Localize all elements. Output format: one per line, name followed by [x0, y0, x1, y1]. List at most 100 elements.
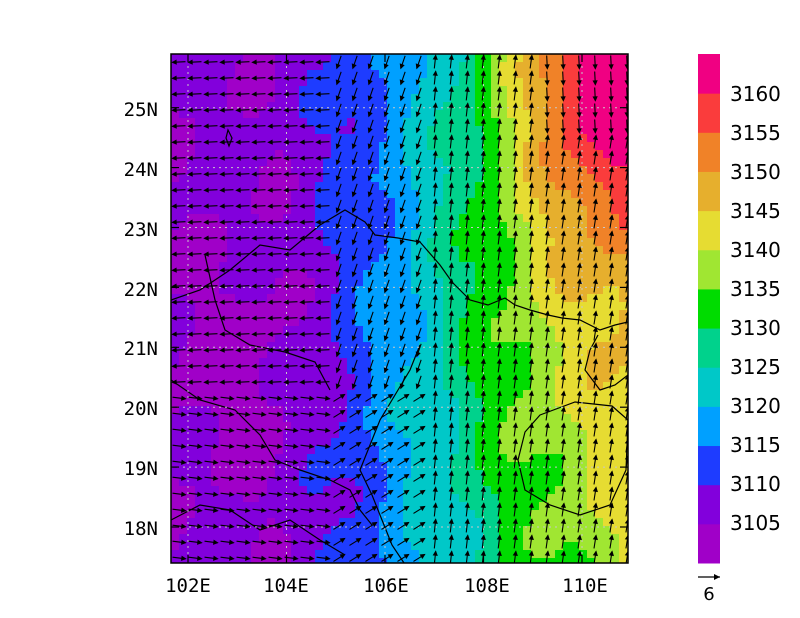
contour-cell: [339, 206, 348, 215]
contour-cell: [475, 342, 484, 351]
wind-vector-head: [448, 214, 454, 220]
contour-cell: [595, 230, 604, 239]
wind-vector-head: [544, 96, 550, 102]
contour-cell: [371, 310, 380, 319]
contour-cell: [267, 206, 276, 215]
contour-cell: [203, 158, 212, 167]
contour-cell: [387, 382, 396, 391]
contour-cell: [475, 102, 484, 111]
contour-cell: [419, 238, 428, 247]
contour-cell: [531, 270, 540, 279]
contour-cell: [355, 54, 364, 63]
wind-vector-head: [187, 107, 193, 113]
wind-vector-head: [560, 134, 566, 141]
contour-cell: [459, 494, 468, 503]
contour-cell: [499, 110, 508, 119]
contour-cell: [307, 118, 316, 127]
wind-vector-head: [367, 127, 373, 134]
contour-cell: [267, 110, 276, 119]
contour-cell: [187, 238, 196, 247]
wind-vector-head: [399, 143, 405, 150]
contour-cell: [355, 70, 364, 79]
contour-cell: [259, 326, 268, 335]
contour-cell: [555, 470, 564, 479]
contour-cell: [203, 446, 212, 455]
contour-cell: [211, 262, 220, 271]
contour-cell: [555, 342, 564, 351]
contour-cell: [411, 174, 420, 183]
contour-cell: [435, 542, 444, 551]
contour-cell: [483, 430, 492, 439]
wind-vector-head: [496, 262, 502, 268]
contour-cell: [515, 222, 524, 231]
contour-cell: [499, 246, 508, 255]
contour-cell: [595, 294, 604, 303]
wind-vector-head: [171, 219, 177, 225]
wind-vector-head: [560, 198, 566, 205]
contour-cell: [411, 342, 420, 351]
contour-cell: [259, 78, 268, 87]
contour-cell: [443, 502, 452, 511]
contour-cell: [499, 230, 508, 239]
contour-cell: [515, 270, 524, 279]
contour-cell: [539, 230, 548, 239]
contour-cell: [299, 382, 308, 391]
contour-cell: [475, 446, 484, 455]
wind-vector-head: [299, 139, 305, 145]
contour-cell: [403, 166, 412, 175]
wind-vector-head: [464, 182, 470, 188]
contour-cell: [523, 414, 532, 423]
contour-cell: [539, 86, 548, 95]
contour-cell: [531, 150, 540, 159]
contour-cell: [323, 230, 332, 239]
contour-cell: [195, 478, 204, 487]
contour-cell: [539, 294, 548, 303]
contour-cell: [203, 518, 212, 527]
contour-cell: [515, 350, 524, 359]
contour-cell: [355, 294, 364, 303]
contour-cell: [611, 414, 620, 423]
wind-vector-head: [315, 59, 321, 65]
contour-cell: [539, 118, 548, 127]
contour-cell: [507, 510, 516, 519]
contour-cell: [179, 310, 188, 319]
contour-cell: [611, 454, 620, 463]
contour-cell: [171, 118, 180, 127]
contour-cell: [451, 246, 460, 255]
contour-cell: [499, 86, 508, 95]
contour-cell: [315, 134, 324, 143]
contour-cell: [315, 142, 324, 151]
contour-cell: [443, 134, 452, 143]
contour-cell: [315, 494, 324, 503]
contour-cell: [227, 198, 236, 207]
contour-cell: [443, 158, 452, 167]
contour-cell: [419, 230, 428, 239]
contour-cell: [187, 102, 196, 111]
contour-cell: [243, 278, 252, 287]
contour-cell: [379, 438, 388, 447]
contour-cell: [587, 166, 596, 175]
contour-cell: [499, 358, 508, 367]
wind-vector-head: [235, 363, 241, 369]
contour-cell: [595, 430, 604, 439]
contour-cell: [291, 558, 300, 563]
contour-cell: [363, 198, 372, 207]
contour-cell: [219, 502, 228, 511]
contour-cell: [331, 502, 340, 511]
wind-vector-head: [592, 342, 598, 349]
contour-cell: [395, 86, 404, 95]
contour-cell: [475, 238, 484, 247]
contour-cell: [507, 438, 516, 447]
contour-cell: [403, 182, 412, 191]
contour-cell: [195, 166, 204, 175]
contour-cell: [291, 326, 300, 335]
wind-vector-head: [187, 363, 193, 369]
contour-cell: [451, 198, 460, 207]
contour-cell: [387, 70, 396, 79]
contour-cell: [243, 382, 252, 391]
contour-cell: [211, 206, 220, 215]
wind-vector-head: [335, 223, 341, 230]
contour-cell: [219, 350, 228, 359]
contour-cell: [579, 382, 588, 391]
contour-cell: [579, 350, 588, 359]
